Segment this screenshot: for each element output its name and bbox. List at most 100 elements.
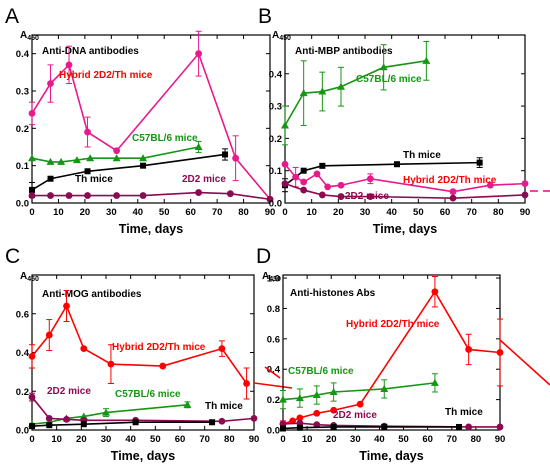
series-hybrid-2d2-th-mice	[28, 30, 274, 203]
data-point	[456, 423, 463, 430]
data-point	[218, 345, 226, 353]
data-point	[337, 181, 345, 189]
y-tick-label: 0.1	[16, 161, 30, 172]
data-point	[337, 193, 345, 200]
data-point	[330, 423, 337, 430]
data-point	[183, 400, 192, 408]
data-point	[394, 161, 400, 168]
data-point	[65, 192, 73, 199]
data-point	[329, 388, 338, 396]
data-point	[63, 302, 70, 310]
x-axis-label: Time, days	[359, 449, 423, 463]
x-tick-label: 60	[185, 207, 196, 218]
data-point	[80, 345, 88, 353]
y-tick-label: 1.0	[267, 274, 280, 285]
x-tick-label: 40	[374, 434, 385, 445]
series-line-tail	[253, 382, 293, 389]
data-point	[29, 423, 35, 430]
data-point	[449, 194, 457, 202]
x-tick-label: 80	[493, 207, 504, 218]
series-line	[31, 304, 248, 384]
data-point	[521, 180, 529, 188]
panel-letter: A	[5, 5, 19, 28]
data-point	[47, 175, 54, 182]
x-tick-label: 40	[386, 207, 397, 218]
data-point	[319, 162, 326, 169]
panel-title: Anti-DNA antibodies	[42, 46, 139, 57]
y-tick-label: 0.2	[267, 395, 280, 406]
data-point	[430, 378, 439, 386]
data-point	[279, 395, 287, 403]
series-label: 2D2 mice	[182, 174, 226, 185]
y-tick-label: 0.0	[269, 199, 282, 210]
x-tick-label: 10	[302, 434, 313, 445]
data-point	[63, 415, 70, 423]
data-point	[292, 173, 300, 181]
y-tick-label: 0.0	[267, 426, 280, 437]
y-tick-label: 0.4	[16, 49, 30, 60]
data-point	[29, 186, 35, 193]
series-line	[284, 60, 427, 126]
y-tick-label: 0.3	[16, 87, 29, 98]
series-hybrid-2d2-th-mice	[281, 160, 529, 196]
data-point	[194, 143, 203, 150]
x-axis-label: Time, days	[111, 449, 175, 463]
x-tick-label: 70	[446, 434, 457, 445]
data-point	[243, 380, 251, 387]
series-label: Th mice	[205, 401, 243, 412]
data-point	[312, 391, 321, 399]
data-point	[28, 192, 36, 199]
data-point	[313, 409, 321, 417]
data-point	[195, 50, 203, 58]
data-point	[313, 421, 321, 429]
data-point	[300, 167, 307, 174]
x-tick-label: 0	[29, 207, 34, 218]
y-tick-label: 0.2	[16, 387, 29, 398]
data-point	[28, 393, 36, 401]
data-point	[521, 191, 529, 199]
data-point	[46, 157, 55, 165]
data-point	[366, 193, 374, 200]
data-point	[281, 121, 289, 129]
x-tick-label: 20	[76, 434, 87, 445]
x-tick-label: 0	[29, 434, 34, 445]
series-c57bl-6-mice	[28, 140, 203, 165]
data-point	[226, 190, 234, 198]
x-tick-label: 70	[466, 207, 477, 218]
series-label: Hybrid 2D2/Th mice	[403, 175, 497, 186]
x-tick-label: 20	[326, 434, 337, 445]
series-line-tail	[499, 339, 550, 386]
data-point	[222, 151, 229, 158]
x-tick-label: 80	[238, 207, 249, 218]
data-point	[159, 362, 167, 370]
data-point	[80, 421, 87, 428]
data-point	[295, 394, 304, 402]
x-tick-label: 80	[471, 434, 482, 445]
data-point	[330, 406, 338, 414]
data-point	[337, 82, 345, 90]
y-axis-label: A450	[20, 271, 39, 283]
series-2d2-mice	[28, 392, 258, 425]
data-point	[47, 80, 54, 87]
panel-letter: B	[258, 5, 272, 28]
data-point	[65, 61, 73, 69]
data-point	[380, 384, 389, 392]
data-point	[72, 156, 81, 164]
data-point	[476, 159, 483, 166]
data-point	[431, 288, 439, 296]
data-point	[46, 422, 53, 429]
x-tick-label: 90	[265, 207, 276, 218]
data-point	[281, 180, 289, 188]
data-point	[84, 168, 91, 175]
data-point	[112, 154, 121, 162]
series-hybrid-2d2-th-mice	[28, 290, 251, 400]
y-tick-label: 0.4	[267, 365, 281, 376]
series-2d2-mice	[281, 180, 529, 202]
data-point	[280, 425, 286, 432]
x-tick-label: 60	[175, 434, 186, 445]
data-point	[84, 192, 91, 199]
